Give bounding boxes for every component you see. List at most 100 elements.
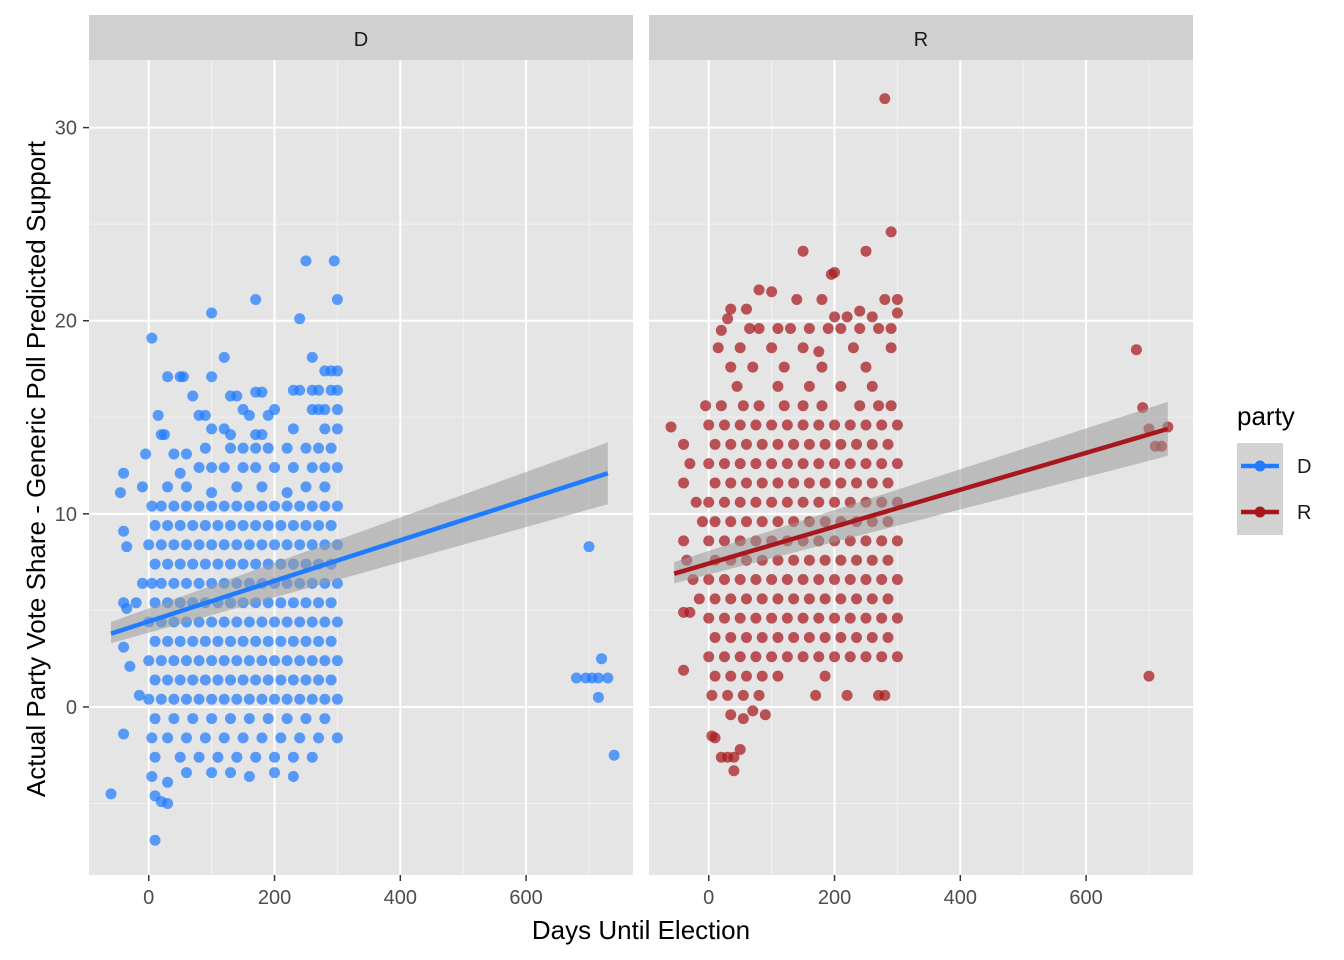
data-point [243,500,255,512]
data-point [331,655,343,667]
data-point [199,442,211,454]
data-point [696,516,708,528]
data-point [275,732,287,744]
data-point [256,539,268,551]
data-point [766,419,778,431]
data-point [791,293,803,305]
facet-strip [649,15,1193,60]
data-point [231,751,243,763]
data-point [709,631,721,643]
data-point [803,593,815,605]
data-point [753,322,765,334]
data-point [193,751,205,763]
data-point [231,539,243,551]
data-point [797,342,809,354]
data-point [206,307,218,319]
data-point [860,419,872,431]
data-point [275,635,287,647]
data-point [121,602,133,614]
data-point [819,438,831,450]
data-point [835,438,847,450]
data-point [678,438,690,450]
data-point [829,612,841,624]
data-point [225,519,237,531]
data-point [781,612,793,624]
x-tick-label: 600 [509,887,542,909]
data-point [756,631,768,643]
data-point [891,293,903,305]
data-point [851,631,863,643]
data-point [294,313,306,325]
data-point [703,612,715,624]
data-point [891,458,903,470]
data-point [300,635,312,647]
data-point [325,635,337,647]
data-point [803,477,815,489]
data-point [866,477,878,489]
data-point [294,655,306,667]
facet-strip-label: D [354,29,368,51]
data-point [740,477,752,489]
data-point [860,458,872,470]
data-point [797,400,809,412]
data-point [703,419,715,431]
data-point [206,371,218,383]
data-point [146,732,158,744]
data-point [149,519,161,531]
data-point [168,577,180,589]
data-point [136,481,148,493]
data-point [124,660,136,672]
data-point [725,477,737,489]
data-point [718,651,730,663]
data-point [256,500,268,512]
data-point [180,732,192,744]
data-point [866,380,878,392]
data-point [788,631,800,643]
data-point [810,689,822,701]
data-point [788,593,800,605]
data-point [313,384,325,396]
data-point [734,458,746,470]
data-point [225,713,237,725]
data-point [319,404,331,416]
x-tick-label: 400 [944,887,977,909]
data-point [250,674,262,686]
data-point [294,616,306,628]
data-point [218,539,230,551]
data-point [193,539,205,551]
data-point [162,558,174,570]
data-point [718,419,730,431]
data-point [118,467,130,479]
data-point [180,481,192,493]
data-point [772,516,784,528]
data-point [854,400,866,412]
data-point [331,693,343,705]
data-point [829,651,841,663]
data-point [592,672,604,684]
data-point [740,670,752,682]
data-point [136,577,148,589]
data-point [797,496,809,508]
data-point [860,245,872,257]
facet-panel-D: D [89,15,633,875]
data-point [718,574,730,586]
legend: party D R [1237,401,1311,535]
data-point [678,664,690,676]
data-point [300,442,312,454]
data-point [860,612,872,624]
data-point [835,593,847,605]
data-point [250,442,262,454]
data-point [866,311,878,323]
data-point [797,419,809,431]
data-point [256,429,268,441]
data-point [140,448,152,460]
data-point [149,751,161,763]
data-point [756,670,768,682]
data-point [882,631,894,643]
legend-title: party [1237,401,1295,431]
data-point [803,322,815,334]
data-point [177,371,189,383]
data-point [734,496,746,508]
data-point [313,635,325,647]
